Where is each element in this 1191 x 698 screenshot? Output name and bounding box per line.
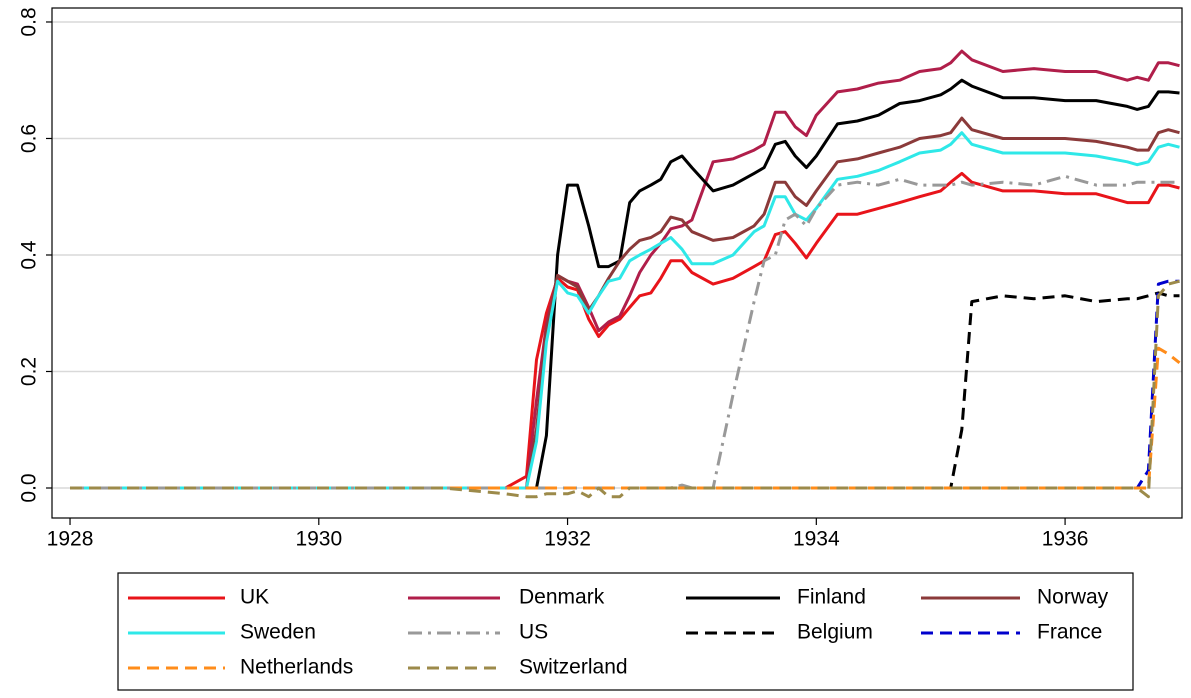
series-line (70, 116, 1180, 490)
x-tick-label: 1932 (544, 528, 591, 551)
legend-label: France (1037, 621, 1102, 644)
x-tick-label: 1930 (295, 528, 342, 551)
y-tick-label: 0.8 (18, 7, 41, 36)
series-line (70, 279, 1180, 499)
legend-label: Finland (797, 586, 866, 609)
series-line (70, 171, 1180, 490)
y-tick-label: 0.0 (18, 473, 41, 502)
legend-label: UK (240, 586, 269, 609)
legend-label: US (519, 621, 548, 644)
legend-label: Netherlands (240, 656, 353, 679)
y-tick-label: 0.6 (18, 124, 41, 153)
series-line (70, 291, 1180, 490)
legend-label: Denmark (519, 586, 605, 609)
legend-label: Switzerland (519, 656, 628, 679)
plot-frame (51, 7, 1183, 519)
x-tick-label: 1934 (793, 528, 840, 551)
x-tick-label: 1928 (47, 528, 94, 551)
y-tick-label: 0.4 (18, 240, 41, 270)
x-tick-label: 1936 (1042, 528, 1089, 551)
series-line (70, 78, 1180, 490)
legend-label: Norway (1037, 586, 1109, 609)
series-line (70, 174, 1180, 490)
legend-label: Sweden (240, 621, 316, 644)
legend-box (117, 572, 1134, 691)
legend-label: Belgium (797, 621, 873, 644)
series-line (70, 346, 1181, 490)
series-line (70, 131, 1180, 490)
y-tick-label: 0.2 (18, 357, 41, 386)
